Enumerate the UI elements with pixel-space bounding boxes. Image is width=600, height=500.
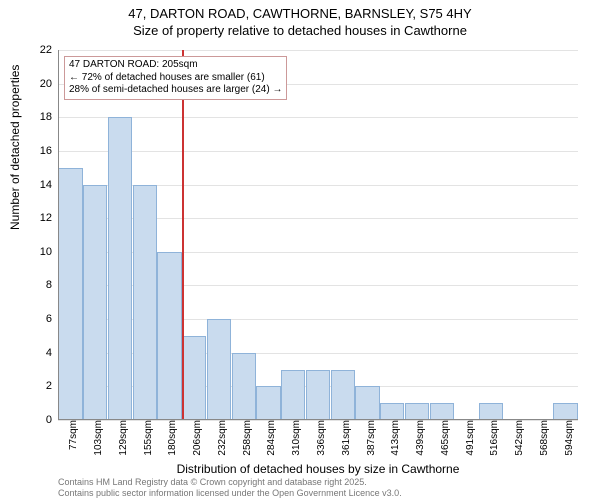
- y-tick-label: 14: [40, 179, 58, 191]
- histogram-bar: [553, 403, 577, 420]
- y-tick-label: 16: [40, 145, 58, 157]
- y-tick-label: 18: [40, 111, 58, 123]
- reference-line: [182, 50, 184, 420]
- histogram-bar: [108, 117, 132, 420]
- gridline: [58, 151, 578, 152]
- x-tick-label: 516sqm: [487, 420, 500, 456]
- annotation-box: 47 DARTON ROAD: 205sqm← 72% of detached …: [64, 56, 287, 100]
- y-tick-label: 6: [46, 313, 58, 325]
- x-tick-label: 594sqm: [562, 420, 575, 456]
- x-tick-label: 361sqm: [339, 420, 352, 456]
- histogram-bar: [133, 185, 157, 420]
- x-tick-label: 387sqm: [364, 420, 377, 456]
- y-tick-label: 22: [40, 44, 58, 56]
- x-axis-label: Distribution of detached houses by size …: [58, 462, 578, 476]
- x-tick-label: 568sqm: [537, 420, 550, 456]
- x-tick-label: 180sqm: [165, 420, 178, 456]
- x-tick-label: 206sqm: [190, 420, 203, 456]
- x-tick-label: 258sqm: [240, 420, 253, 456]
- y-tick-label: 4: [46, 347, 58, 359]
- histogram-bar: [430, 403, 454, 420]
- x-tick-label: 77sqm: [66, 420, 79, 450]
- x-tick-label: 155sqm: [141, 420, 154, 456]
- x-tick-label: 491sqm: [463, 420, 476, 456]
- title-address: 47, DARTON ROAD, CAWTHORNE, BARNSLEY, S7…: [0, 6, 600, 23]
- title-block: 47, DARTON ROAD, CAWTHORNE, BARNSLEY, S7…: [0, 0, 600, 40]
- histogram-bar: [306, 370, 330, 420]
- annotation-line: ← 72% of detached houses are smaller (61…: [69, 72, 282, 85]
- y-tick-label: 0: [46, 414, 58, 426]
- histogram-bar: [207, 319, 231, 420]
- x-tick-label: 542sqm: [512, 420, 525, 456]
- footer-line2: Contains public sector information licen…: [58, 488, 402, 498]
- x-tick-label: 103sqm: [91, 420, 104, 456]
- histogram-bar: [380, 403, 404, 420]
- annotation-line: 28% of semi-detached houses are larger (…: [69, 84, 282, 97]
- histogram-bar: [58, 168, 82, 420]
- footer-attribution: Contains HM Land Registry data © Crown c…: [58, 477, 402, 498]
- chart-container: 47, DARTON ROAD, CAWTHORNE, BARNSLEY, S7…: [0, 0, 600, 500]
- x-tick-label: 465sqm: [438, 420, 451, 456]
- histogram-bar: [157, 252, 181, 420]
- histogram-bar: [355, 386, 379, 420]
- histogram-bar: [405, 403, 429, 420]
- y-tick-label: 8: [46, 279, 58, 291]
- x-tick-label: 129sqm: [116, 420, 129, 456]
- x-tick-label: 413sqm: [388, 420, 401, 456]
- y-tick-label: 2: [46, 380, 58, 392]
- x-tick-label: 232sqm: [215, 420, 228, 456]
- x-tick-label: 336sqm: [314, 420, 327, 456]
- annotation-line: 47 DARTON ROAD: 205sqm: [69, 59, 282, 72]
- gridline: [58, 117, 578, 118]
- y-tick-label: 10: [40, 246, 58, 258]
- y-tick-label: 12: [40, 212, 58, 224]
- histogram-bar: [256, 386, 280, 420]
- histogram-bar: [331, 370, 355, 420]
- histogram-bar: [83, 185, 107, 420]
- x-tick-label: 439sqm: [413, 420, 426, 456]
- histogram-bar: [479, 403, 503, 420]
- y-tick-label: 20: [40, 78, 58, 90]
- x-tick-label: 310sqm: [289, 420, 302, 456]
- gridline: [58, 50, 578, 51]
- title-subtitle: Size of property relative to detached ho…: [0, 23, 600, 40]
- footer-line1: Contains HM Land Registry data © Crown c…: [58, 477, 402, 487]
- plot-area: 024681012141618202277sqm103sqm129sqm155s…: [58, 50, 578, 420]
- y-axis-label: Number of detached properties: [8, 65, 22, 230]
- histogram-bar: [182, 336, 206, 420]
- x-tick-label: 284sqm: [264, 420, 277, 456]
- histogram-bar: [232, 353, 256, 420]
- histogram-bar: [281, 370, 305, 420]
